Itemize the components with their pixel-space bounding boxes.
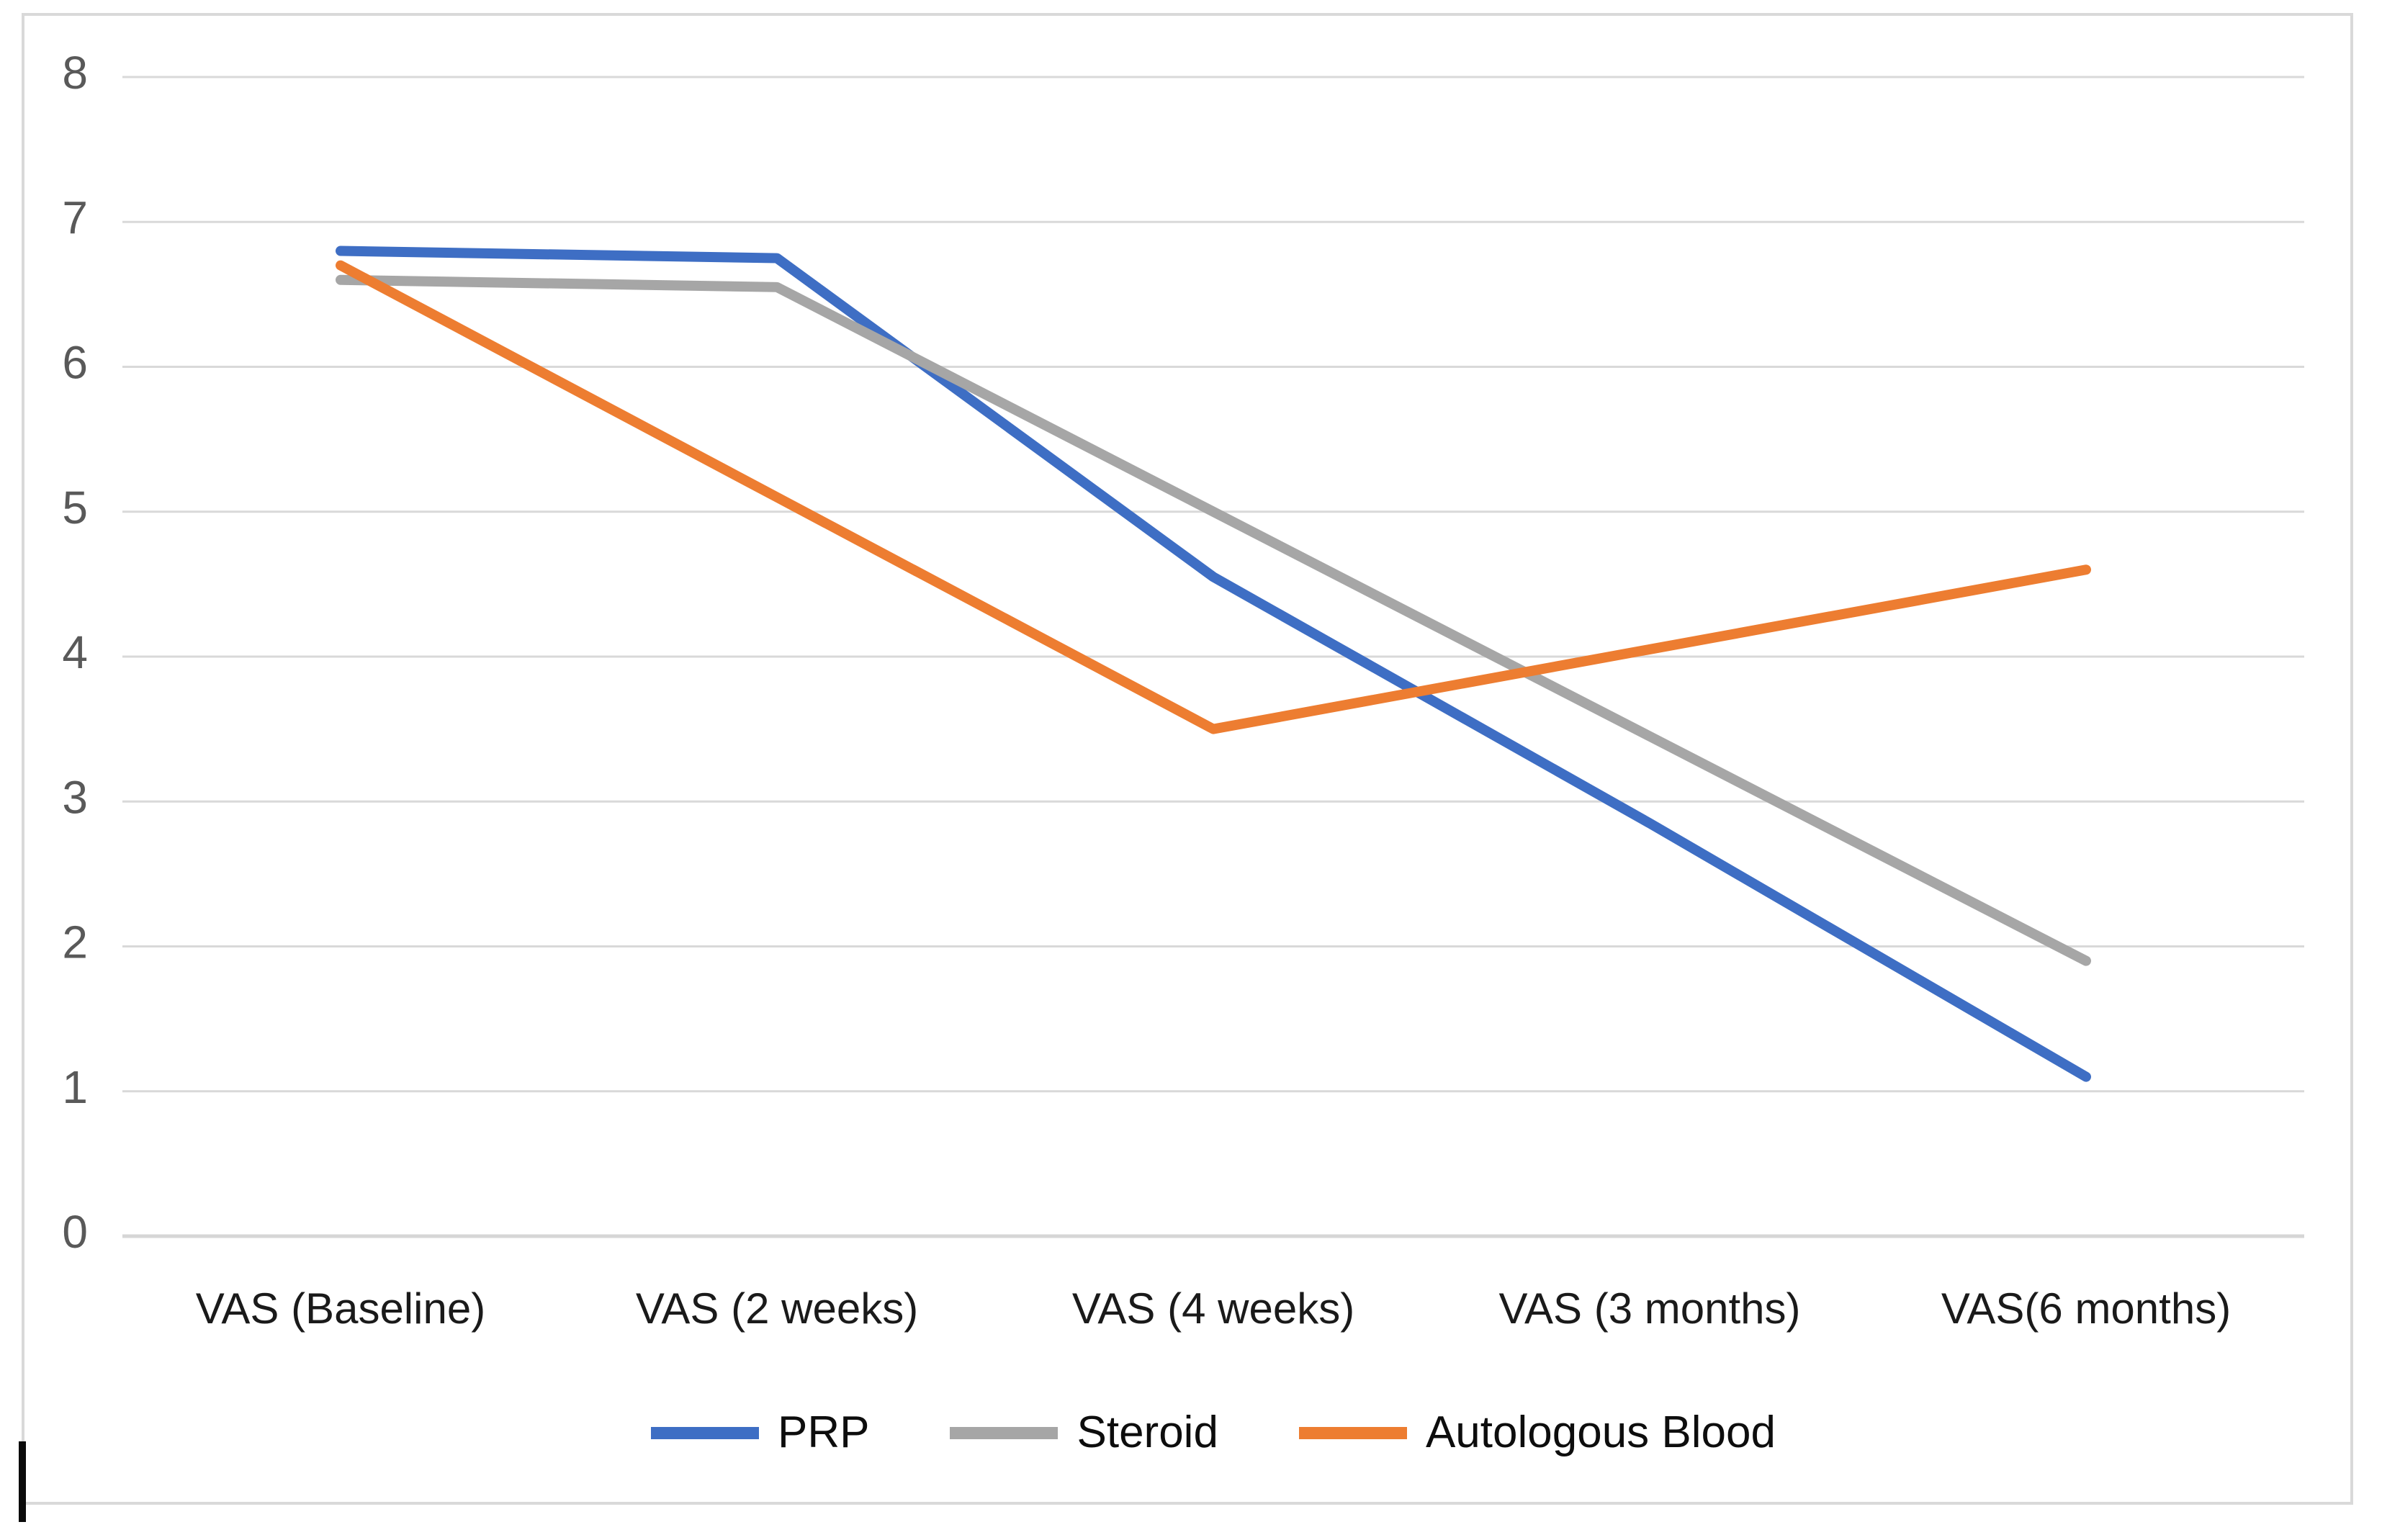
x-category-label-5: VAS(6 months) bbox=[1941, 1284, 2231, 1333]
y-tick-label-3: 3 bbox=[62, 771, 88, 823]
x-category-label-1: VAS (Baseline) bbox=[196, 1284, 485, 1333]
y-tick-label-8: 8 bbox=[62, 47, 88, 99]
legend-item-prp: PRP bbox=[651, 1410, 869, 1455]
y-tick-label-2: 2 bbox=[62, 917, 88, 968]
legend-item-autologous-blood: Autologous Blood bbox=[1298, 1408, 1776, 1457]
legend-label: Autologous Blood bbox=[1425, 1408, 1776, 1457]
x-category-label-4: VAS (3 months) bbox=[1498, 1284, 1800, 1333]
legend-item-steroid: Steroid bbox=[950, 1410, 1218, 1455]
text-cursor-bar bbox=[19, 1441, 26, 1522]
x-category-label-2: VAS (2 weeks) bbox=[636, 1284, 918, 1333]
y-tick-label-4: 4 bbox=[62, 626, 88, 678]
x-category-label-3: VAS (4 weeks) bbox=[1072, 1284, 1354, 1333]
legend-label: PRP bbox=[778, 1408, 870, 1457]
y-tick-label-5: 5 bbox=[62, 482, 88, 533]
chart-legend: PRP Steroid Autologous Blood bbox=[122, 1402, 2304, 1463]
series-line-autologous-blood bbox=[336, 260, 2091, 734]
legend-label: Steroid bbox=[1077, 1408, 1218, 1457]
legend-swatch-icon bbox=[651, 1426, 759, 1439]
series-line-steroid bbox=[336, 274, 2091, 966]
legend-swatch-icon bbox=[950, 1426, 1059, 1439]
y-tick-label-7: 7 bbox=[62, 192, 88, 243]
y-tick-label-6: 6 bbox=[62, 337, 88, 389]
y-tick-label-1: 1 bbox=[62, 1061, 88, 1113]
chart-border-frame bbox=[22, 13, 2353, 1505]
y-tick-label-0: 0 bbox=[62, 1206, 88, 1258]
legend-swatch-icon bbox=[1298, 1426, 1407, 1439]
series-line-prp bbox=[336, 246, 2091, 1082]
